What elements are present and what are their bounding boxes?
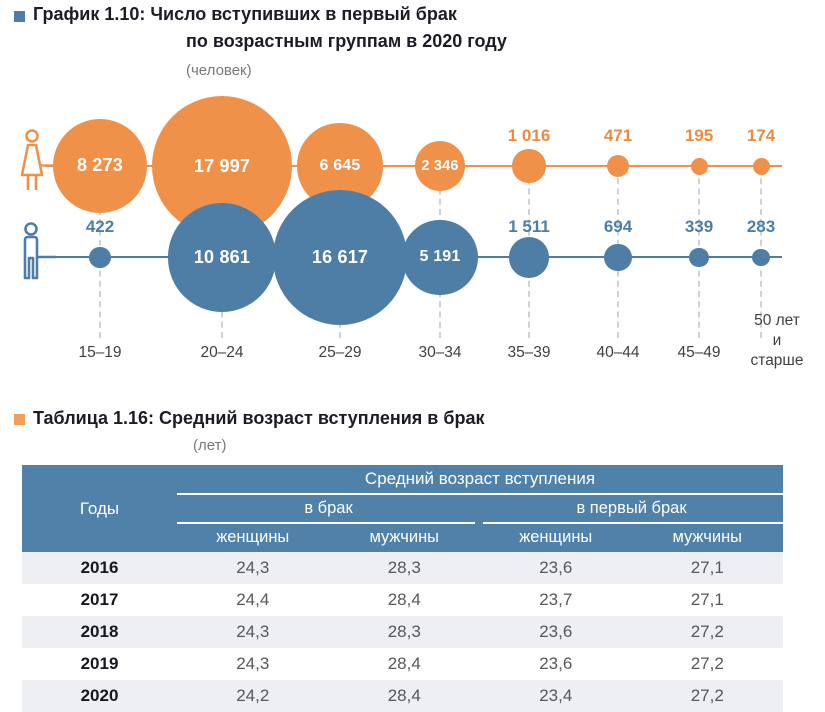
chart-title-bullet-icon (14, 11, 25, 22)
value-cell: 23,4 (539, 686, 573, 705)
age-group-label: 20–24 (200, 343, 244, 361)
value-cell: 28,3 (387, 622, 421, 641)
table-header-group: Средний возраст вступления (364, 469, 596, 488)
value-cell: 28,4 (387, 590, 421, 609)
man-icon (23, 222, 56, 280)
table-header-sub1: в брак (304, 498, 353, 517)
value-cell: 28,3 (387, 558, 421, 577)
value-cell: 24,3 (236, 558, 270, 577)
bubble-value-label: 5 191 (419, 248, 461, 266)
header-divider (483, 522, 783, 524)
table-title: Таблица 1.16: Средний возраст вступления… (33, 408, 485, 428)
age-group-label: 25–29 (318, 343, 362, 361)
bubble-женщины-4 (512, 149, 546, 183)
bubble-value-label: 422 (85, 217, 115, 236)
bubble-value-label: 8 273 (76, 155, 123, 176)
value-cell: 23,7 (539, 590, 573, 609)
women-axis-line (45, 165, 782, 167)
table-header-years: Годы (79, 498, 120, 518)
table-header: Годы Средний возраст вступления в брак в… (22, 465, 783, 552)
bubble-value-label: 17 997 (193, 155, 251, 176)
value-cell: 24,3 (236, 654, 270, 673)
bubble-мужчины-7 (752, 248, 770, 267)
year-cell: 2019 (80, 654, 119, 673)
bubble-value-label: 283 (746, 217, 776, 236)
age-group-label: 50 лет и старше (750, 312, 804, 369)
value-cell: 24,3 (236, 622, 270, 641)
bubble-мужчины-6 (689, 247, 709, 268)
bubble-value-label: 174 (746, 126, 776, 145)
table-row-2018: 2018 24,3 28,3 23,6 27,2 (22, 616, 783, 648)
bubble-мужчины-1: 10 861 (167, 203, 277, 312)
table-header-sub2: в первый брак (576, 498, 687, 517)
value-cell: 27,2 (690, 622, 724, 641)
value-cell: 23,6 (539, 622, 573, 641)
year-cell: 2020 (80, 686, 119, 705)
age-group-label: 45–49 (677, 343, 721, 361)
bubble-женщины-1: 17 997 (152, 96, 292, 236)
value-cell: 28,4 (387, 654, 421, 673)
bubble-женщины-3: 2 346 (414, 140, 466, 192)
value-cell: 28,4 (387, 686, 421, 705)
age-group-label: 40–44 (596, 343, 640, 361)
year-cell: 2018 (80, 622, 119, 641)
bubble-мужчины-0 (89, 246, 111, 269)
bubble-женщины-6 (690, 157, 708, 175)
bubble-value-label: 1 511 (508, 217, 550, 236)
chart-unit-label: (человек) (186, 62, 252, 79)
bubble-мужчины-2: 16 617 (272, 190, 408, 325)
table-row-2016: 2016 24,3 28,3 23,6 27,1 (22, 552, 783, 584)
bubble-value-label: 10 861 (193, 246, 251, 267)
bubble-value-label: 2 346 (421, 157, 459, 174)
table-column-header: мужчины (369, 528, 440, 546)
bubble-мужчины-5 (604, 243, 632, 272)
table-column-header: женщины (216, 528, 290, 546)
age-group-label: 35–39 (507, 343, 551, 361)
bubble-мужчины-3: 5 191 (402, 219, 478, 296)
value-cell: 24,4 (236, 590, 270, 609)
bubble-value-label: 195 (684, 126, 714, 145)
chart-title-line2: по возрастным группам в 2020 году (186, 31, 507, 51)
bubble-value-label: 16 617 (311, 246, 369, 267)
bubble-мужчины-4 (508, 237, 550, 278)
value-cell: 27,2 (690, 654, 724, 673)
value-cell: 27,1 (690, 558, 724, 577)
bubble-value-label: 6 645 (319, 156, 361, 174)
value-cell: 23,6 (539, 654, 573, 673)
bubble-женщины-5 (606, 154, 630, 178)
bubble-женщины-0: 8 273 (52, 118, 148, 214)
bubble-value-label: 339 (684, 217, 714, 236)
year-cell: 2017 (80, 590, 119, 609)
table-column-header: женщины (519, 528, 593, 546)
value-cell: 27,1 (690, 590, 724, 609)
value-cell: 24,2 (236, 686, 270, 705)
header-divider (177, 493, 783, 495)
table-row-2017: 2017 24,4 28,4 23,7 27,1 (22, 584, 783, 616)
bubble-value-label: 1 016 (507, 126, 551, 145)
bubble-женщины-7 (752, 157, 770, 175)
bubble-value-label: 471 (603, 126, 633, 145)
header-divider (177, 522, 475, 524)
table-unit-label: (лет) (193, 437, 227, 454)
table-row-2019: 2019 24,3 28,4 23,6 27,2 (22, 648, 783, 680)
table-title-bullet-icon (14, 414, 25, 425)
age-group-label: 15–19 (78, 343, 122, 361)
table-row-2020: 2020 24,2 28,4 23,4 27,2 (22, 680, 783, 712)
chart-title-line1: График 1.10: Число вступивших в первый б… (33, 4, 457, 24)
value-cell: 23,6 (539, 558, 573, 577)
bubble-value-label: 694 (603, 217, 633, 236)
average-age-table: Годы Средний возраст вступления в брак в… (22, 465, 783, 712)
table-column-header: мужчины (672, 528, 743, 546)
age-group-label: 30–34 (418, 343, 462, 361)
value-cell: 27,2 (690, 686, 724, 705)
year-cell: 2016 (80, 558, 119, 577)
